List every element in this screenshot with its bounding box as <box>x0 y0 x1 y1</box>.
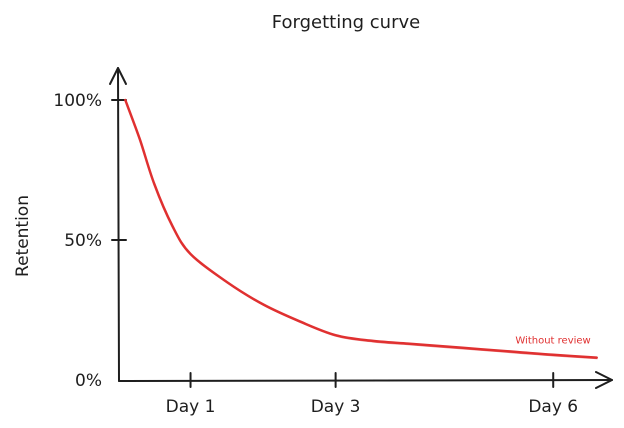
y-tick-label: 50% <box>64 231 102 251</box>
x-tick-label: Day 3 <box>311 397 361 417</box>
x-tick-label: Day 6 <box>528 397 578 417</box>
series-label: Without review <box>515 336 590 347</box>
series-layer: Without review <box>124 98 598 360</box>
series-line-sketch <box>125 101 598 360</box>
x-axis-arrowhead <box>595 371 613 389</box>
x-tick-label: Day 1 <box>166 397 216 417</box>
y-axis-line <box>117 67 120 382</box>
chart-title: Forgetting curve <box>272 12 420 33</box>
y-tick-label: 0% <box>75 371 102 391</box>
y-ticks: 100% 50% 0% <box>53 91 127 391</box>
x-axis-line <box>118 379 613 382</box>
y-axis-arrowhead <box>109 67 127 85</box>
series-line <box>124 98 598 359</box>
x-axis <box>118 371 613 389</box>
x-ticks: Day 1 Day 3 Day 6 <box>166 372 578 417</box>
y-axis-label: Retention <box>13 195 33 277</box>
y-axis <box>109 67 127 382</box>
y-tick-label: 100% <box>53 91 102 111</box>
